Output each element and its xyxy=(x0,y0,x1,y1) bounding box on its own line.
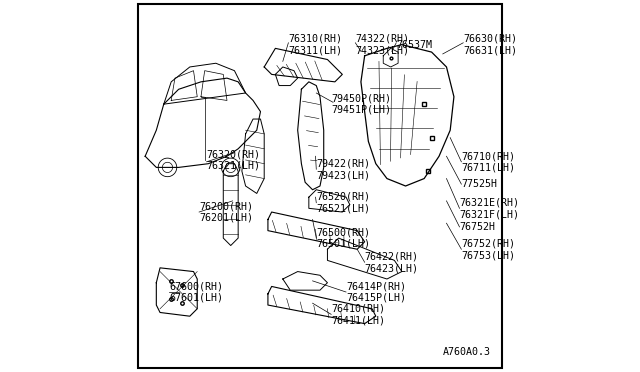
Text: 76710(RH)
76711(LH): 76710(RH) 76711(LH) xyxy=(461,151,515,173)
Text: A760A0.3: A760A0.3 xyxy=(443,347,491,357)
Text: 76422(RH)
76423(LH): 76422(RH) 76423(LH) xyxy=(365,251,419,273)
Text: 79422(RH)
79423(LH): 79422(RH) 79423(LH) xyxy=(316,158,371,180)
Text: 76410(RH)
76411(LH): 76410(RH) 76411(LH) xyxy=(331,304,385,325)
Text: 76414P(RH)
76415P(LH): 76414P(RH) 76415P(LH) xyxy=(346,281,406,303)
Text: 76310(RH)
76311(LH): 76310(RH) 76311(LH) xyxy=(289,34,342,55)
Text: 76752(RH)
76753(LH): 76752(RH) 76753(LH) xyxy=(461,238,515,260)
Text: 76630(RH)
76631(LH): 76630(RH) 76631(LH) xyxy=(463,34,517,55)
Text: 76200(RH)
76201(LH): 76200(RH) 76201(LH) xyxy=(199,201,253,223)
Text: 67600(RH)
67601(LH): 67600(RH) 67601(LH) xyxy=(170,281,223,303)
Text: 76320(RH)
76321(LH): 76320(RH) 76321(LH) xyxy=(207,149,260,171)
Text: 79450P(RH)
79451P(LH): 79450P(RH) 79451P(LH) xyxy=(331,93,391,115)
Text: 76752H: 76752H xyxy=(460,222,495,232)
Text: 76537M: 76537M xyxy=(396,40,432,49)
Text: 76500(RH)
76501(LH): 76500(RH) 76501(LH) xyxy=(316,227,371,249)
Text: 76321E(RH)
76321F(LH): 76321E(RH) 76321F(LH) xyxy=(460,198,520,219)
Text: 76520(RH)
76521(LH): 76520(RH) 76521(LH) xyxy=(316,192,371,214)
Text: 77525H: 77525H xyxy=(461,179,497,189)
Text: 74322(RH)
74323(LH): 74322(RH) 74323(LH) xyxy=(355,34,410,55)
